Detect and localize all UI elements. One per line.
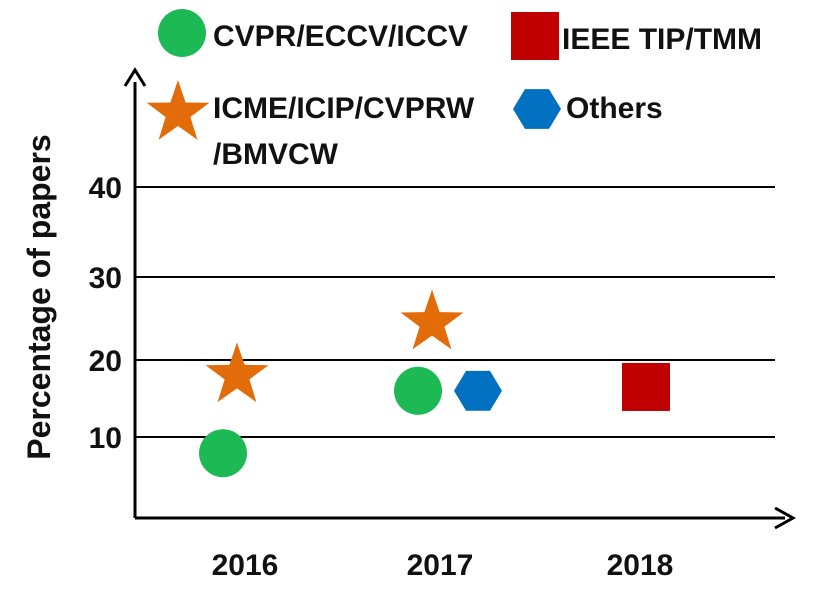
x-axis-arrow <box>774 506 797 530</box>
data-point-circle <box>199 429 247 478</box>
x-tick-label: 2016 <box>212 549 279 582</box>
y-tick-label: 40 <box>89 172 122 205</box>
y-tick-label: 30 <box>89 262 122 295</box>
y-axis-arrow <box>123 67 147 87</box>
legend: CVPR/ECCV/ICCV IEEE TIP/TMM ICME/ICIP/CVPR… <box>146 9 762 171</box>
data-point-star <box>400 289 464 350</box>
data-point-hexagon <box>454 370 502 411</box>
legend-label: IEEE TIP/TMM <box>562 23 762 56</box>
legend-marker-hexagon <box>513 89 561 129</box>
legend-label: Others <box>566 92 663 125</box>
data-points <box>199 289 670 478</box>
data-point-square <box>622 362 670 411</box>
y-axis-label: Percentage of papers <box>21 134 57 459</box>
x-tick-labels: 2016 2017 2018 <box>212 549 674 582</box>
data-point-circle <box>394 366 442 415</box>
axes <box>123 67 797 530</box>
data-point-star <box>205 342 269 403</box>
y-tick-label: 10 <box>89 422 122 455</box>
y-tick-labels: 10 20 30 40 <box>89 172 122 455</box>
legend-marker-square <box>511 12 559 60</box>
legend-marker-circle <box>158 9 206 57</box>
legend-label: ICME/ICIP/CVPRW <box>213 92 475 125</box>
legend-marker-star <box>146 80 210 140</box>
legend-label: /BMVCW <box>213 138 339 171</box>
y-tick-label: 20 <box>89 345 122 378</box>
x-tick-label: 2018 <box>607 549 674 582</box>
x-tick-label: 2017 <box>407 549 474 582</box>
grid-lines <box>135 186 775 438</box>
legend-label: CVPR/ECCV/ICCV <box>213 20 468 53</box>
